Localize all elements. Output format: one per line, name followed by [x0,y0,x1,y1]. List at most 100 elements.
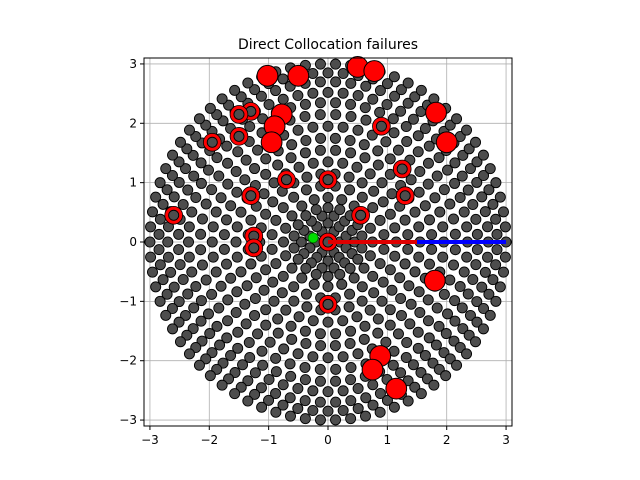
sample-point-332 [422,315,434,327]
x-tick-label-0: −3 [141,433,159,447]
sample-point-280 [404,318,416,330]
sample-point-618 [242,77,254,89]
sample-point-281 [414,306,426,318]
sample-point-354 [299,98,311,110]
sample-point-228 [344,338,356,349]
sample-point-406 [395,105,407,117]
sample-point-460 [479,206,491,218]
sample-point-536 [395,84,407,96]
sample-point-397 [470,213,482,225]
sample-point-263 [207,251,219,263]
sample-point-150 [364,304,376,316]
sample-point-422 [188,170,200,182]
sample-point-431 [188,302,200,314]
sample-point-167 [299,147,311,159]
sample-point-589 [478,302,490,314]
sample-point-318 [232,326,244,338]
sample-point-471 [374,85,386,97]
sample-point-169 [272,159,284,171]
sample-point-121 [389,250,401,262]
sample-point-511 [374,387,386,399]
sample-point-436 [237,359,249,371]
sample-point-433 [204,328,216,340]
sample-point-443 [337,385,349,397]
sample-point-314 [200,274,212,286]
sample-point-211 [239,174,251,186]
sample-point-582 [409,381,421,393]
sample-point-61 [296,272,308,284]
sample-point-84 [300,288,312,300]
sample-point-625 [167,149,179,161]
sample-point-391 [442,308,454,320]
sample-point-657 [428,379,440,391]
sample-point-321 [270,352,282,364]
sample-point-646 [270,406,282,418]
sample-point-88 [356,281,368,293]
failure-marker-1 [363,60,386,82]
sample-point-395 [461,251,473,263]
sample-point-535 [409,91,421,103]
sample-point-53 [322,191,334,203]
sample-point-640 [193,359,205,371]
sample-point-447 [395,367,407,379]
sample-point-68 [378,229,390,241]
x-tick-label-3: 0 [324,433,332,447]
sample-point-377 [257,359,269,371]
sample-point-350 [359,102,371,114]
sample-point-260 [210,206,222,218]
sample-point-571 [249,388,261,400]
sample-point-326 [345,362,357,374]
sample-point-492 [162,251,174,263]
sample-point-153 [394,272,406,284]
sample-point-55 [296,200,308,212]
sample-point-276 [352,348,364,360]
sample-point-537 [381,78,393,90]
failure-marker-2 [256,64,279,87]
sample-point-101 [301,171,313,183]
sample-point-111 [276,287,288,299]
sample-point-322 [284,358,296,370]
sample-point-299 [314,109,326,121]
sample-point-38 [288,230,300,242]
y-tick-label-2: −1 [119,294,137,308]
sample-point-97 [356,177,368,189]
sample-point-252 [292,124,304,136]
sample-point-421 [195,157,207,169]
sample-point-429 [177,273,189,285]
sample-point-274 [322,352,334,364]
sample-point-137 [245,214,257,226]
sample-point-663 [484,309,496,321]
failure-ring-center-13 [322,298,334,310]
sample-point-599 [484,163,496,175]
sample-point-119 [377,276,389,288]
sample-point-651 [345,413,357,425]
sample-point-510 [360,392,372,404]
sample-point-249 [337,121,349,133]
failure-marker-7 [435,131,458,154]
sample-point-293 [401,136,413,148]
sample-point-237 [426,243,438,255]
sample-point-633 [147,266,158,278]
sample-point-49 [364,222,376,234]
sample-point-360 [221,140,233,152]
sample-point-648 [299,413,311,425]
sample-point-227 [329,340,341,352]
sample-point-342 [449,177,461,189]
sample-point-336 [448,259,460,271]
sample-point-457 [471,244,483,256]
sample-point-40 [292,253,304,265]
sample-point-37 [292,219,304,231]
sample-point-168 [285,152,297,164]
sample-point-183 [299,325,311,337]
sample-point-323 [299,362,311,374]
sample-point-493 [165,266,177,278]
sample-point-75 [300,184,312,196]
sample-point-662 [477,323,489,335]
failure-ring-center-8 [399,190,411,202]
sample-point-478 [270,85,282,97]
sample-point-317 [222,315,234,327]
sample-point-597 [494,191,506,203]
sample-point-72 [344,184,356,196]
sample-point-389 [423,332,435,344]
sample-point-520 [471,296,483,308]
